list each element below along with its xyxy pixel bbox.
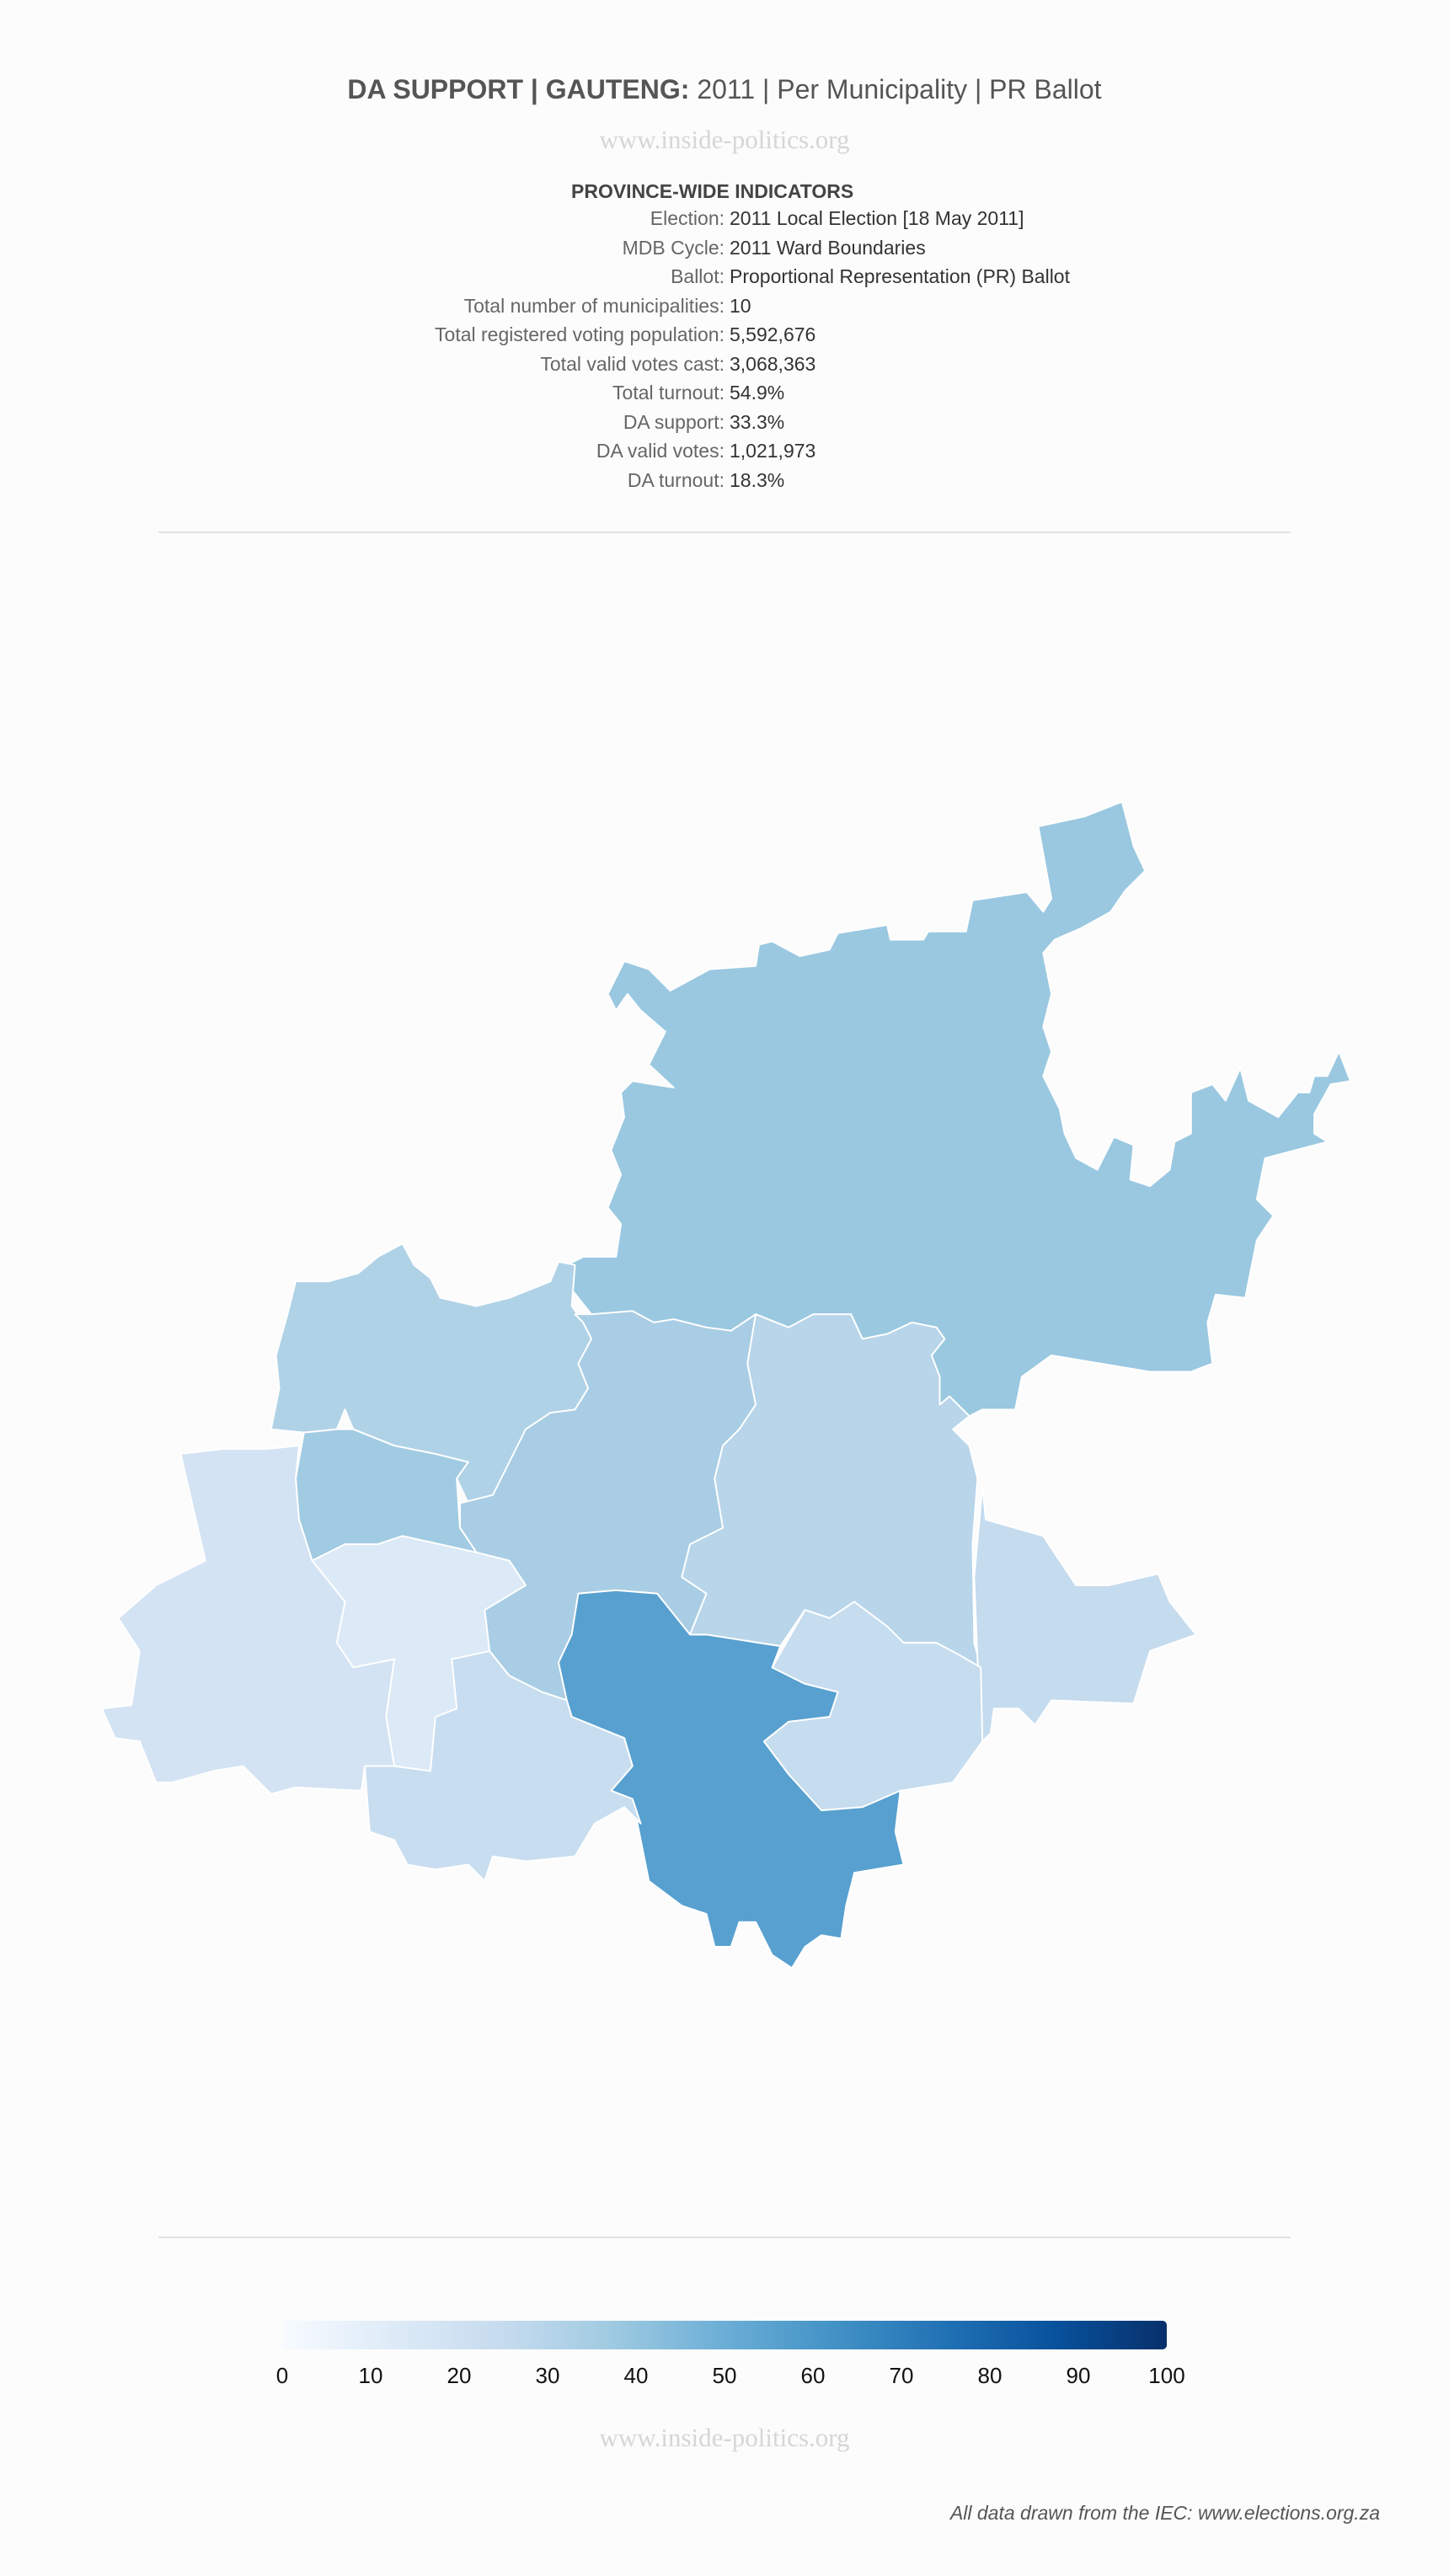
indicator-row: Total turnout: 54.9%	[0, 382, 784, 410]
source-note: All data drawn from the IEC: www.electio…	[949, 2502, 1380, 2524]
colorbar-tick: 40	[623, 2363, 649, 2388]
colorbar-tick: 90	[1066, 2363, 1091, 2388]
indicator-value: 1,021,973	[730, 440, 816, 462]
indicator-value: 33.3%	[730, 410, 785, 433]
colorbar	[282, 2321, 1167, 2349]
colorbar-tick: 50	[712, 2363, 737, 2388]
indicator-value: 18.3%	[730, 468, 785, 491]
indicator-label: DA valid votes:	[596, 440, 724, 462]
indicator-value: 3,068,363	[730, 352, 816, 375]
divider-bottom	[158, 2237, 1291, 2238]
municipality-region	[973, 1485, 1197, 1743]
indicator-label: Total turnout:	[612, 382, 724, 404]
indicators-heading: PROVINCE-WIDE INDICATORS	[571, 180, 854, 202]
indicator-label: DA support:	[623, 410, 724, 433]
indicator-row: DA turnout: 18.3%	[0, 468, 784, 498]
indicator-row: Election: 2011 Local Election [18 May 201…	[0, 207, 1024, 236]
colorbar-tick: 0	[275, 2363, 289, 2388]
indicator-row: MDB Cycle: 2011 Ward Boundaries	[0, 236, 926, 265]
indicator-row: Total registered voting population: 5,592…	[0, 323, 815, 352]
indicator-row: Ballot: Proportional Representation (PR) …	[0, 265, 1070, 294]
indicator-value: 2011 Ward Boundaries	[730, 236, 926, 259]
colorbar-tick: 100	[1148, 2363, 1185, 2388]
watermark-bottom: www.inside-politics.org	[599, 2423, 850, 2452]
colorbar-tick: 70	[889, 2363, 914, 2388]
indicator-value: 5,592,676	[730, 323, 816, 345]
watermark-top: www.inside-politics.org	[599, 125, 850, 154]
indicator-label: DA turnout:	[627, 468, 724, 491]
indicator-value: 10	[730, 294, 751, 317]
indicator-row: DA valid votes: 1,021,973	[0, 440, 815, 468]
indicator-row: DA support: 33.3%	[0, 410, 784, 440]
indicator-label: Total valid votes cast:	[540, 352, 724, 375]
indicator-value: 2011 Local Election [18 May 2011]	[730, 207, 1024, 229]
indicator-label: Total number of municipalities:	[463, 294, 724, 317]
colorbar-tick: 60	[800, 2363, 826, 2388]
page-title: DA SUPPORT | GAUTENG: 2011 | Per Municip…	[0, 74, 1449, 105]
title-rest: 2011 | Per Municipality | PR Ballot	[689, 74, 1102, 104]
indicator-label: Ballot:	[671, 265, 724, 287]
indicator-label: Total registered voting population:	[435, 323, 724, 345]
title-bold: DA SUPPORT | GAUTENG:	[347, 74, 690, 104]
divider-top	[158, 532, 1291, 533]
indicator-label: Election:	[650, 207, 724, 229]
indicator-row: Total number of municipalities: 10	[0, 294, 751, 323]
municipality-region	[100, 1445, 396, 1795]
indicator-value: 54.9%	[730, 382, 785, 404]
indicator-row: Total valid votes cast: 3,068,363	[0, 352, 815, 382]
indicator-value: Proportional Representation (PR) Ballot	[730, 265, 1070, 287]
colorbar-tick: 10	[358, 2363, 383, 2388]
colorbar-tick: 30	[535, 2363, 560, 2388]
colorbar-tick: 80	[977, 2363, 1003, 2388]
colorbar-tick: 20	[446, 2363, 472, 2388]
indicator-label: MDB Cycle:	[622, 236, 724, 259]
